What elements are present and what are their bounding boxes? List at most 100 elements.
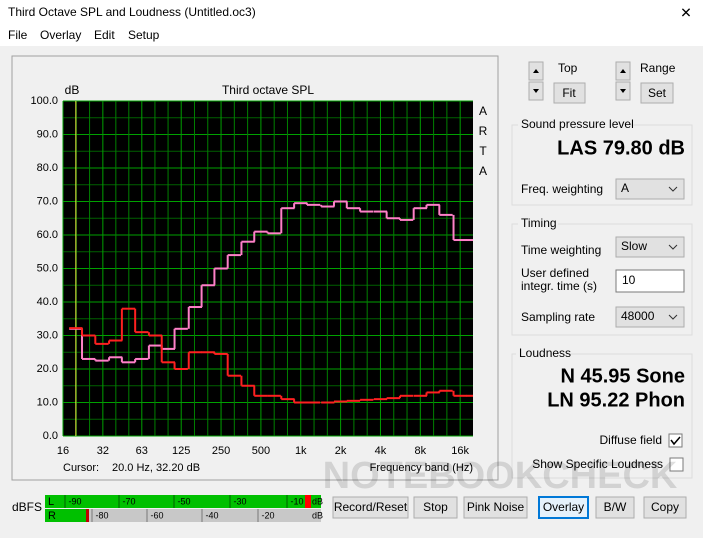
y-tick-label: 100.0 xyxy=(30,95,58,107)
integr-label: User defined xyxy=(521,266,589,280)
meter-scale-label: -90 xyxy=(68,496,81,506)
dropdown-arrow xyxy=(668,244,678,250)
close-button[interactable]: ✕ xyxy=(680,5,692,21)
y-tick-label: 20.0 xyxy=(37,363,58,375)
y-tick-label: 90.0 xyxy=(37,128,58,140)
menu-item[interactable]: File xyxy=(8,28,28,42)
button-label: Record/Reset xyxy=(334,500,408,514)
check-mark xyxy=(670,436,681,446)
meter-scale-label: -70 xyxy=(122,496,135,506)
button-label: Overlay xyxy=(543,500,584,514)
button[interactable] xyxy=(413,496,458,519)
x-tick-label: 32 xyxy=(97,445,109,457)
button[interactable] xyxy=(463,496,528,519)
x-tick-label: 2k xyxy=(335,445,347,457)
set-label: Set xyxy=(648,86,667,100)
x-tick-label: 125 xyxy=(172,445,190,457)
meter-scale-label: -40 xyxy=(205,510,218,520)
watermark: NOTEBOOKCHECK xyxy=(323,455,678,497)
timing-group-title: Timing xyxy=(521,216,557,230)
x-tick-label: 16k xyxy=(451,445,469,457)
freq-weighting-value: A xyxy=(621,181,629,195)
integr-time-value: 10 xyxy=(622,273,636,287)
meter-l-peak xyxy=(305,495,311,508)
window-title: Third Octave SPL and Loudness (Untitled.… xyxy=(8,5,256,19)
time-weighting-value: Slow xyxy=(621,239,647,253)
y-tick-label: 10.0 xyxy=(37,396,58,408)
button[interactable] xyxy=(643,496,687,519)
menu-item[interactable]: Setup xyxy=(128,28,160,42)
menu-item[interactable]: Edit xyxy=(94,28,115,42)
timing-group xyxy=(511,223,693,336)
range-label: Range xyxy=(640,61,676,75)
button[interactable] xyxy=(332,496,409,519)
fit-button[interactable] xyxy=(553,82,586,104)
meter-scale-label: -20 xyxy=(261,510,274,520)
cursor-value: 20.0 Hz, 32.20 dB xyxy=(112,462,200,474)
dropdown-arrow xyxy=(668,314,678,320)
x-tick-label: 4k xyxy=(375,445,387,457)
meter-unit: dB xyxy=(312,510,323,520)
y-tick-label: 70.0 xyxy=(37,195,58,207)
button-label: Copy xyxy=(651,500,679,514)
meter-channel: L xyxy=(48,496,54,508)
y-tick-label: 80.0 xyxy=(37,162,58,174)
time-weighting-dropdown[interactable] xyxy=(615,236,685,258)
x-tick-label: 1k xyxy=(295,445,307,457)
group-caption-bg xyxy=(516,347,566,361)
meter-r xyxy=(45,509,321,522)
meter-label: dBFS xyxy=(12,500,42,514)
x-tick-label: 8k xyxy=(415,445,427,457)
meter-scale-label: -60 xyxy=(150,510,163,520)
title-bar xyxy=(0,0,703,28)
x-axis-label: Frequency band (Hz) xyxy=(370,462,473,474)
y-axis-label: dB xyxy=(65,83,80,97)
x-tick-label: 63 xyxy=(136,445,148,457)
meter-scale-label: -50 xyxy=(177,496,190,506)
y-tick-label: 40.0 xyxy=(37,296,58,308)
y-tick-label: 0.0 xyxy=(43,430,58,442)
show-specific-checkbox[interactable] xyxy=(669,457,684,472)
meter-scale-label: -80 xyxy=(95,510,108,520)
freq-weighting-dropdown[interactable] xyxy=(615,178,685,200)
meter-scale-label: -10 xyxy=(290,496,303,506)
button-label: B/W xyxy=(604,500,627,514)
meter-r-peak xyxy=(86,509,89,522)
freq-weighting-label: Freq. weighting xyxy=(521,182,603,196)
spl-reading: LAS 79.80 dB xyxy=(557,137,685,159)
sampling-rate-label: Sampling rate xyxy=(521,310,595,324)
y-tick-label: 50.0 xyxy=(37,262,58,274)
sampling-rate-dropdown[interactable] xyxy=(615,306,685,328)
x-tick-label: 250 xyxy=(212,445,230,457)
sampling-rate-value: 48000 xyxy=(621,309,655,323)
loudness-group-title: Loudness xyxy=(519,346,571,360)
group-caption-bg xyxy=(518,217,558,231)
fit-label: Fit xyxy=(562,86,576,100)
button[interactable] xyxy=(538,496,589,519)
cursor-label: Cursor: xyxy=(63,462,99,474)
loudness-phon: LN 95.22 Phon xyxy=(547,389,685,411)
y-tick-label: 30.0 xyxy=(37,329,58,341)
side-label: ARTA xyxy=(476,104,490,184)
button[interactable] xyxy=(595,496,635,519)
meter-r-level xyxy=(45,509,87,522)
chart-title: Third octave SPL xyxy=(222,83,314,97)
meter-l xyxy=(45,495,321,508)
loudness-group xyxy=(511,353,693,479)
button-label: Stop xyxy=(423,500,448,514)
loudness-sone: N 45.95 Sone xyxy=(560,365,685,387)
group-caption-bg xyxy=(518,118,630,132)
button-label: Pink Noise xyxy=(467,500,525,514)
integr-time-input[interactable] xyxy=(615,269,685,293)
diffuse-field-label: Diffuse field xyxy=(600,433,662,447)
x-tick-label: 16 xyxy=(57,445,69,457)
set-button[interactable] xyxy=(640,82,674,104)
diffuse-field-checkbox[interactable] xyxy=(668,433,683,448)
integr-label: integr. time (s) xyxy=(521,279,597,293)
dropdown-arrow xyxy=(668,186,678,192)
x-tick-label: 500 xyxy=(252,445,270,457)
y-tick-label: 60.0 xyxy=(37,229,58,241)
menu-item[interactable]: Overlay xyxy=(40,28,81,42)
meter-scale-label: -30 xyxy=(233,496,246,506)
